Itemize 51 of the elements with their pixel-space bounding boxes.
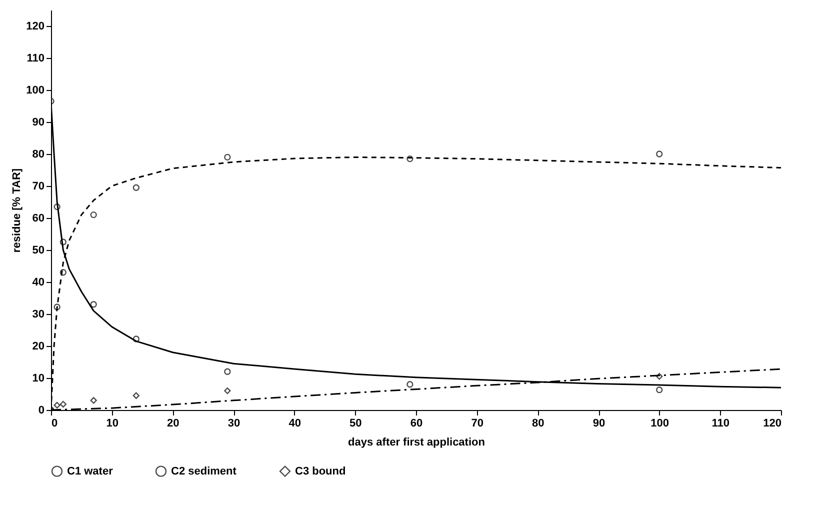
x-tick-label: 30 <box>228 418 240 430</box>
point <box>224 387 231 394</box>
x-tick-label: 0 <box>52 418 58 430</box>
legend-label: C1 water <box>67 465 114 478</box>
point <box>60 238 67 246</box>
point <box>90 211 97 218</box>
y-tick-label: 60 <box>32 212 44 224</box>
x-tick-label: 100 <box>650 418 670 430</box>
point <box>656 150 663 158</box>
y-tick-label: 90 <box>32 116 44 128</box>
y-tick-label: 20 <box>32 340 44 352</box>
y-tick-label: 120 <box>26 20 44 32</box>
y-tick-label: 100 <box>26 84 44 96</box>
x-tick-label: 60 <box>410 418 423 430</box>
y-tick-label: 110 <box>26 52 44 64</box>
point <box>90 397 97 404</box>
y-tick-label: 40 <box>32 276 44 288</box>
point <box>60 269 67 276</box>
x-tick-label: 40 <box>288 418 301 430</box>
point <box>656 373 663 380</box>
legend-label: C3 bound <box>295 465 346 478</box>
x-tick-label: 90 <box>592 418 606 430</box>
point <box>132 392 140 399</box>
x-tick-label: 10 <box>106 418 118 430</box>
x-tick-label: 110 <box>712 418 730 430</box>
y-tick-label: 10 <box>32 372 44 384</box>
x-tick-label: 20 <box>167 418 180 430</box>
legend-label: C2 sediment <box>171 465 237 478</box>
point <box>224 154 231 161</box>
x-tick-label: 120 <box>763 418 782 430</box>
point <box>90 301 97 308</box>
point <box>224 368 231 375</box>
point <box>54 402 60 409</box>
y-tick-label: 80 <box>32 148 44 160</box>
x-tick-label: 80 <box>532 418 544 430</box>
x-tick-label: 50 <box>350 418 362 430</box>
point <box>132 336 140 342</box>
point <box>60 400 67 408</box>
y-tick-label: 0 <box>38 404 44 416</box>
point <box>54 203 60 210</box>
point <box>656 386 663 394</box>
x-axis-title: days after first application <box>348 436 486 448</box>
y-tick-label: 70 <box>32 180 44 192</box>
point <box>406 381 414 388</box>
x-tick-label: 70 <box>471 418 484 430</box>
y-tick-label: 30 <box>32 308 44 320</box>
y-axis-title: residue [% TAR] <box>11 168 24 253</box>
point <box>54 304 60 310</box>
point <box>406 155 414 162</box>
point <box>132 184 140 191</box>
y-tick-label: 50 <box>32 244 44 256</box>
